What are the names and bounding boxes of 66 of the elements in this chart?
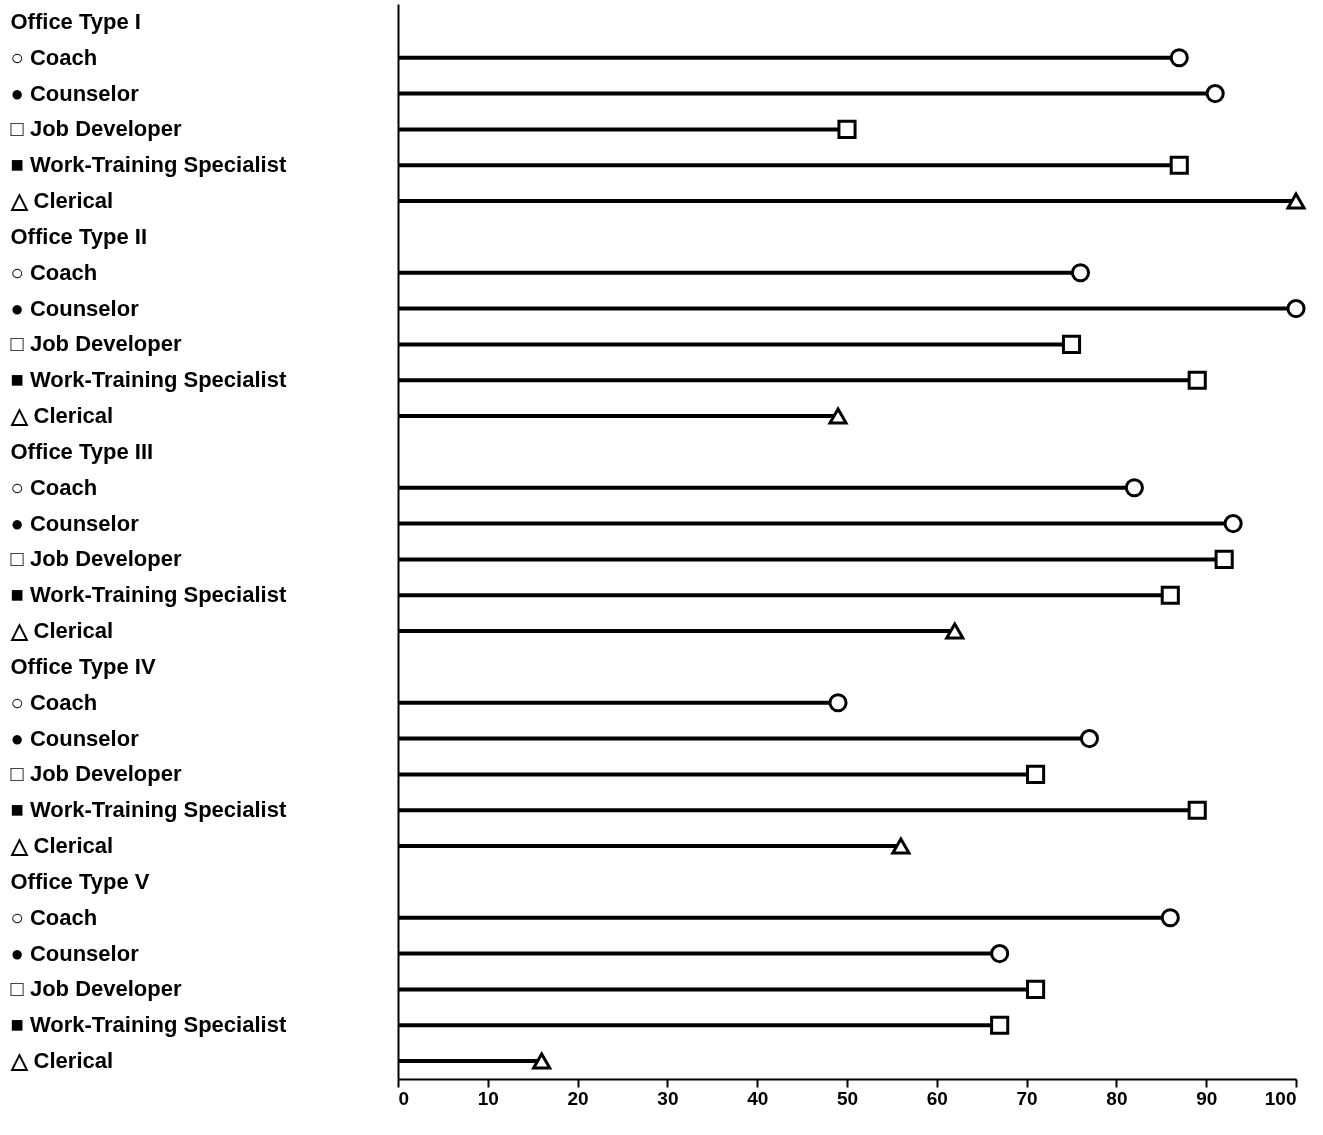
y-tick-label: △ Clerical	[9, 403, 114, 429]
y-tick-label: Office Type II	[10, 223, 148, 249]
y-tick-label: ■ Work-Training Specialist	[10, 152, 287, 178]
point	[1223, 514, 1243, 534]
y-tick-label: □ Job Developer	[10, 976, 182, 1002]
y-tick-label: ○ Coach	[10, 44, 98, 70]
point	[1061, 334, 1082, 354]
point	[1160, 585, 1180, 605]
point	[828, 407, 848, 425]
point	[837, 119, 857, 139]
y-tick-label: ■ Work-Training Specialist	[10, 367, 287, 393]
y-tick-label: ○ Coach	[10, 904, 98, 930]
x-tick-label: 40	[747, 1087, 769, 1109]
y-tick-label: □ Job Developer	[10, 116, 182, 142]
point	[891, 837, 911, 855]
point	[990, 1015, 1010, 1035]
point	[1026, 764, 1046, 784]
y-tick-label: ● Counselor	[10, 295, 140, 321]
y-tick-label: □ Job Developer	[10, 546, 182, 572]
y-tick-label: ■ Work-Training Specialist	[10, 582, 287, 608]
y-tick-label: Office Type I	[10, 8, 141, 34]
y-tick-label: △ Clerical	[9, 1048, 114, 1074]
x-tick-label: 20	[567, 1087, 589, 1109]
point	[1286, 192, 1306, 210]
point	[1026, 979, 1046, 999]
point	[1169, 155, 1189, 175]
y-tick-label: □ Job Developer	[10, 761, 182, 787]
point	[532, 1052, 552, 1070]
x-tick-label: 70	[1016, 1087, 1038, 1109]
point	[1205, 84, 1225, 104]
y-tick-label: ■ Work-Training Specialist	[10, 1012, 287, 1038]
y-tick-label: ○ Coach	[10, 689, 98, 715]
point	[1187, 800, 1207, 820]
point	[1124, 478, 1144, 498]
y-tick-label: △ Clerical	[9, 833, 114, 859]
x-tick-label: 60	[926, 1087, 948, 1109]
y-tick-label: △ Clerical	[9, 618, 114, 644]
y-tick-label: ● Counselor	[10, 510, 140, 536]
point	[945, 622, 965, 640]
point	[1079, 729, 1100, 749]
point	[828, 693, 848, 713]
x-tick-label: 10	[477, 1087, 499, 1109]
y-tick-label: △ Clerical	[9, 188, 114, 214]
y-tick-label: ○ Coach	[10, 259, 98, 285]
y-tick-label: □ Job Developer	[10, 331, 182, 357]
point	[1214, 549, 1234, 569]
x-tick-label: 90	[1196, 1087, 1218, 1109]
point	[1070, 263, 1091, 283]
y-tick-label: ● Counselor	[10, 80, 140, 106]
x-tick-label: 0	[398, 1087, 410, 1109]
y-tick-label: Office Type IV	[10, 653, 156, 679]
y-tick-label: ○ Coach	[10, 474, 98, 500]
point	[1187, 370, 1207, 390]
y-tick-label: ● Counselor	[10, 940, 140, 966]
y-tick-label: Office Type V	[10, 868, 150, 894]
y-tick-label: Office Type III	[10, 438, 154, 464]
point	[990, 944, 1010, 964]
point	[1169, 48, 1189, 68]
x-tick-label: 100	[1264, 1087, 1297, 1109]
y-tick-label: ● Counselor	[10, 725, 140, 751]
point	[1160, 908, 1180, 928]
point	[1286, 299, 1306, 319]
y-tick-label: ■ Work-Training Specialist	[10, 797, 287, 823]
x-tick-label: 80	[1106, 1087, 1128, 1109]
x-tick-label: 30	[657, 1087, 679, 1109]
x-tick-label: 50	[836, 1087, 859, 1109]
